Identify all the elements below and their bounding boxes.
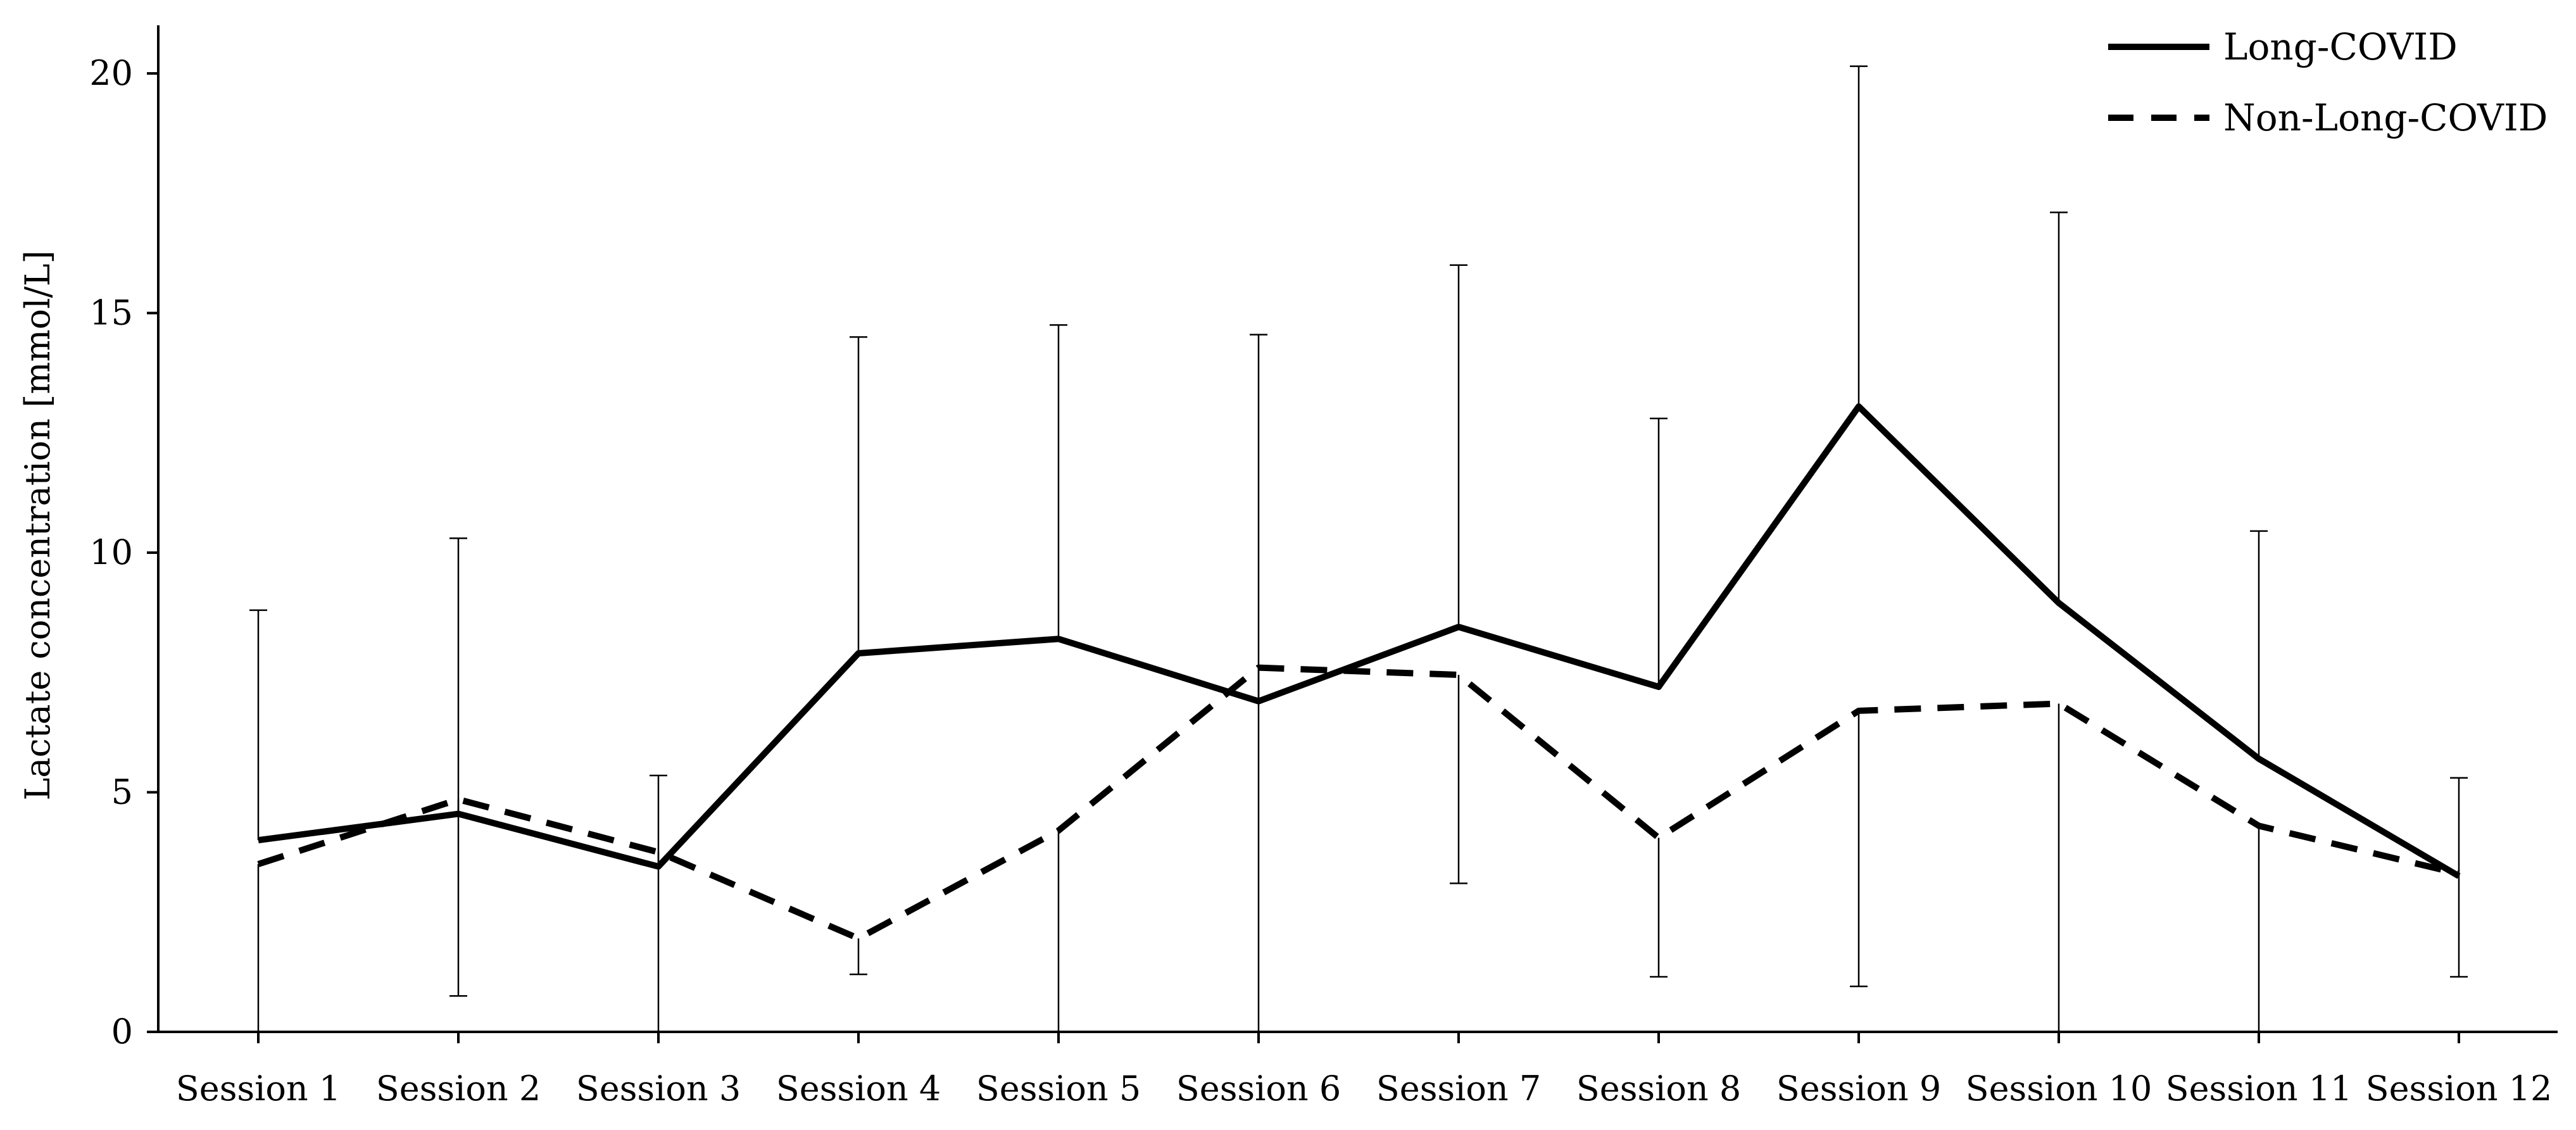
y-ticks: 0 5 10 15 20 [89,53,158,1052]
x-tick-label: Session 6 [1176,1069,1341,1108]
x-tick-label: Session 12 [2366,1069,2553,1108]
series-line-non-long-covid [257,664,2460,942]
series-lines [257,403,2461,942]
y-tick-label: 10 [89,532,133,572]
y-tick-label: 15 [89,293,133,333]
x-tick-label: Session 5 [976,1069,1141,1108]
x-tick-label: Session 7 [1376,1069,1541,1108]
x-ticks: Session 1 Session 2 Session 3 Session 4 Sess… [176,1032,2553,1108]
legend: Long-COVID Non-Long-COVID [2108,25,2548,139]
x-tick-label: Session 9 [1776,1069,1941,1108]
y-tick-label: 5 [111,772,133,812]
legend-label: Non-Long-COVID [2223,96,2548,139]
x-tick-label: Session 11 [2166,1069,2353,1108]
legend-label: Long-COVID [2223,25,2458,68]
x-tick-label: Session 4 [776,1069,941,1108]
axes [157,25,2558,1033]
x-tick-label: Session 8 [1576,1069,1741,1108]
x-tick-label: Session 1 [176,1069,341,1108]
x-tick-label: Session 3 [576,1069,741,1108]
x-tick-label: Session 2 [376,1069,541,1108]
error-bars [249,65,2468,1033]
series-line-long-covid [258,403,2461,879]
y-tick-label: 20 [89,53,133,93]
x-tick-label: Session 10 [1966,1069,2152,1108]
y-tick-label: 0 [111,1012,133,1052]
y-axis-title: Lactate concentration [mmol/L] [18,250,58,800]
